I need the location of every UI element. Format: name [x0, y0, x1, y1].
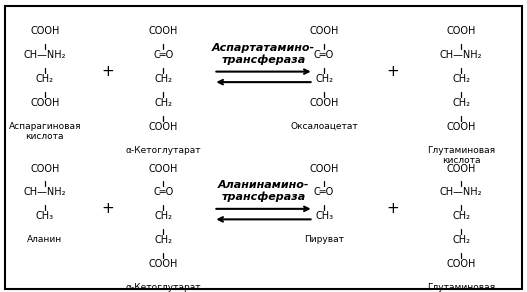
- Text: COOH: COOH: [149, 259, 178, 269]
- Text: Пируват: Пируват: [304, 235, 344, 244]
- Text: COOH: COOH: [309, 26, 339, 36]
- Text: α-Кетоглутарат: α-Кетоглутарат: [125, 146, 201, 155]
- Text: Оксалоацетат: Оксалоацетат: [290, 122, 358, 131]
- Text: CH₂: CH₂: [154, 211, 172, 221]
- Text: COOH: COOH: [149, 122, 178, 132]
- Text: +: +: [386, 64, 399, 79]
- Text: COOH: COOH: [30, 98, 60, 108]
- Text: Глутаминовая
кислота: Глутаминовая кислота: [427, 146, 495, 165]
- Text: CH₂: CH₂: [315, 74, 333, 84]
- Text: CH₂: CH₂: [452, 98, 470, 108]
- Text: CH₂: CH₂: [452, 211, 470, 221]
- Text: COOH: COOH: [309, 164, 339, 173]
- Text: Аспартатамино-
трансфераза: Аспартатамино- трансфераза: [212, 43, 315, 65]
- Text: CH₂: CH₂: [154, 74, 172, 84]
- Text: COOH: COOH: [446, 122, 476, 132]
- Text: COOH: COOH: [446, 259, 476, 269]
- Text: Глутаминовая
кислота: Глутаминовая кислота: [427, 283, 495, 292]
- Text: +: +: [102, 201, 114, 216]
- Text: CH—NH₂: CH—NH₂: [24, 50, 66, 60]
- Text: COOH: COOH: [446, 164, 476, 173]
- Text: CH₂: CH₂: [452, 235, 470, 245]
- Text: C═O: C═O: [153, 50, 173, 60]
- Text: CH₂: CH₂: [154, 235, 172, 245]
- Text: Аспарагиновая
кислота: Аспарагиновая кислота: [8, 122, 81, 141]
- Text: CH—NH₂: CH—NH₂: [440, 50, 482, 60]
- Text: Аланин: Аланин: [27, 235, 62, 244]
- Text: CH₂: CH₂: [36, 74, 54, 84]
- Text: CH—NH₂: CH—NH₂: [24, 187, 66, 197]
- Text: COOH: COOH: [149, 164, 178, 173]
- Text: CH—NH₂: CH—NH₂: [440, 187, 482, 197]
- Text: Аланинамино-
трансфераза: Аланинамино- трансфераза: [218, 180, 309, 202]
- Text: CH₂: CH₂: [154, 98, 172, 108]
- Text: CH₃: CH₃: [36, 211, 54, 221]
- Text: COOH: COOH: [30, 26, 60, 36]
- Text: COOH: COOH: [149, 26, 178, 36]
- Text: COOH: COOH: [446, 26, 476, 36]
- Text: +: +: [386, 201, 399, 216]
- Text: α-Кетоглутарат: α-Кетоглутарат: [125, 283, 201, 292]
- Text: C═O: C═O: [314, 50, 334, 60]
- Text: CH₃: CH₃: [315, 211, 333, 221]
- Text: CH₂: CH₂: [452, 74, 470, 84]
- Text: COOH: COOH: [309, 98, 339, 108]
- Text: COOH: COOH: [30, 164, 60, 173]
- Text: C═O: C═O: [153, 187, 173, 197]
- Text: +: +: [102, 64, 114, 79]
- Text: C═O: C═O: [314, 187, 334, 197]
